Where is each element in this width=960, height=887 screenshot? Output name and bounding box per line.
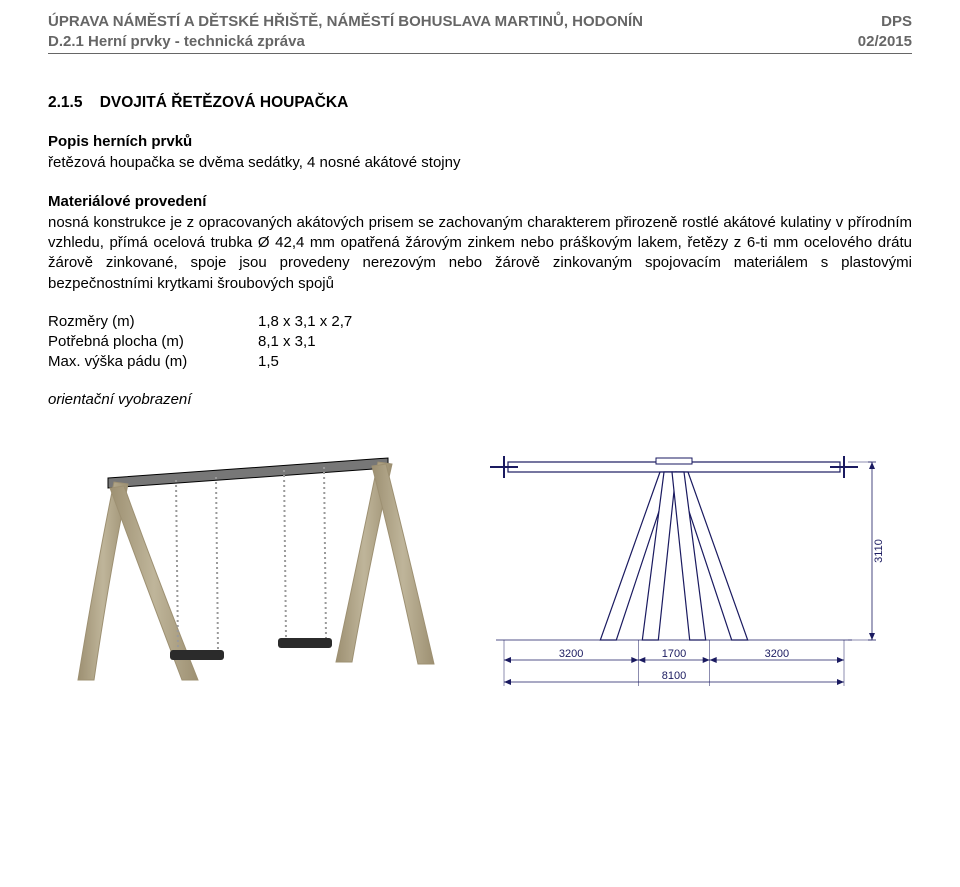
dims-value: 8,1 x 3,1 <box>258 332 316 352</box>
dims-row: Max. výška pádu (m) 1,5 <box>48 352 912 372</box>
dims-row: Rozměry (m) 1,8 x 3,1 x 2,7 <box>48 312 912 332</box>
material-heading: Materiálové provedení <box>48 192 912 212</box>
popis-block: Popis herních prvků řetězová houpačka se… <box>48 132 912 174</box>
header-right-line2: 02/2015 <box>858 32 912 52</box>
swing-front-view-drawing: 3110 3200 1700 3200 8100 <box>474 420 894 700</box>
swing-3d-illustration <box>48 430 448 700</box>
illustration-label: orientační vyobrazení <box>48 391 912 408</box>
svg-text:3200: 3200 <box>559 648 583 660</box>
header-title-line1: ÚPRAVA NÁMĚSTÍ A DĚTSKÉ HŘIŠTĚ, NÁMĚSTÍ … <box>48 12 643 32</box>
header-title-line2: D.2.1 Herní prvky - technická zpráva <box>48 32 643 52</box>
popis-text: řetězová houpačka se dvěma sedátky, 4 no… <box>48 153 912 173</box>
dims-label: Max. výška pádu (m) <box>48 352 258 372</box>
illustration-row: 3110 3200 1700 3200 8100 <box>48 420 912 700</box>
svg-text:8100: 8100 <box>662 670 686 682</box>
material-text: nosná konstrukce je z opracovaných akáto… <box>48 213 912 294</box>
dims-value: 1,8 x 3,1 x 2,7 <box>258 312 352 332</box>
popis-heading: Popis herních prvků <box>48 132 912 152</box>
header-left: ÚPRAVA NÁMĚSTÍ A DĚTSKÉ HŘIŠTĚ, NÁMĚSTÍ … <box>48 12 643 51</box>
header-rule <box>48 53 912 54</box>
dimensions-block: Rozměry (m) 1,8 x 3,1 x 2,7 Potřebná plo… <box>48 312 912 373</box>
svg-text:3110: 3110 <box>873 539 885 563</box>
svg-text:1700: 1700 <box>662 648 686 660</box>
section-number: 2.1.5 <box>48 94 82 111</box>
material-block: Materiálové provedení nosná konstrukce j… <box>48 192 912 294</box>
header-right: DPS 02/2015 <box>858 12 912 51</box>
dims-row: Potřebná plocha (m) 8,1 x 3,1 <box>48 332 912 352</box>
dims-value: 1,5 <box>258 352 279 372</box>
dims-label: Rozměry (m) <box>48 312 258 332</box>
svg-text:3200: 3200 <box>765 648 789 660</box>
page-header: ÚPRAVA NÁMĚSTÍ A DĚTSKÉ HŘIŠTĚ, NÁMĚSTÍ … <box>48 12 912 51</box>
header-right-line1: DPS <box>858 12 912 32</box>
section-title: 2.1.5 DVOJITÁ ŘETĚZOVÁ HOUPAČKA <box>48 94 912 112</box>
section-heading: DVOJITÁ ŘETĚZOVÁ HOUPAČKA <box>100 94 349 111</box>
dims-label: Potřebná plocha (m) <box>48 332 258 352</box>
